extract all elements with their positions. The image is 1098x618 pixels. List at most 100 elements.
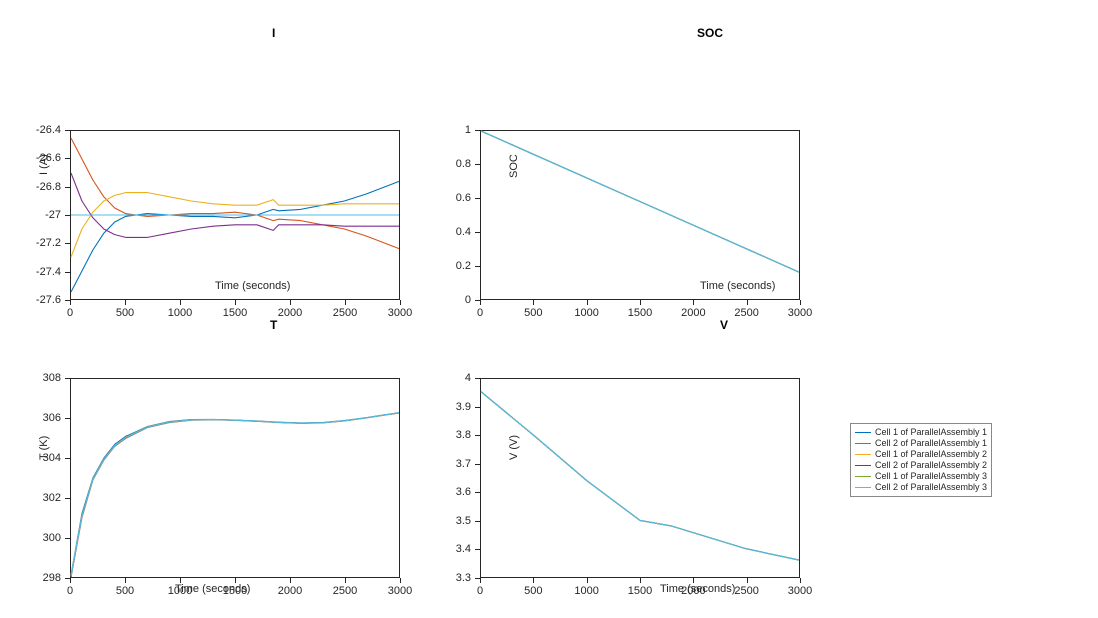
xtick-mark xyxy=(235,578,236,583)
ytick-label: -26.6 xyxy=(31,152,61,164)
ytick-label: -27.6 xyxy=(31,294,61,306)
ylabel-soc: SOC xyxy=(508,154,520,178)
xtick-label: 0 xyxy=(67,585,73,597)
ytick-label: 306 xyxy=(31,412,61,424)
legend-item: Cell 2 of ParallelAssembly 2 xyxy=(855,460,987,471)
ytick-label: 304 xyxy=(31,452,61,464)
legend-swatch xyxy=(855,443,871,444)
title-soc: SOC xyxy=(697,26,723,40)
legend-label: Cell 1 of ParallelAssembly 1 xyxy=(875,427,987,438)
xtick-label: 3000 xyxy=(388,307,412,319)
ytick-mark xyxy=(65,578,70,579)
xtick-label: 0 xyxy=(477,307,483,319)
ytick-mark xyxy=(65,498,70,499)
ytick-mark xyxy=(475,578,480,579)
figure: I SOC T V Time (seconds) I (A) Time (sec… xyxy=(0,0,1098,618)
series-line xyxy=(71,138,399,249)
plot-lines xyxy=(71,131,399,299)
ytick-label: -26.4 xyxy=(31,124,61,136)
legend-item: Cell 1 of ParallelAssembly 1 xyxy=(855,427,987,438)
xtick-label: 1500 xyxy=(223,307,247,319)
xtick-label: 0 xyxy=(477,585,483,597)
ytick-label: 1 xyxy=(441,124,471,136)
xtick-label: 1500 xyxy=(628,585,652,597)
ytick-mark xyxy=(65,187,70,188)
xtick-mark xyxy=(640,578,641,583)
xtick-mark xyxy=(747,578,748,583)
series-line xyxy=(71,413,399,577)
legend-swatch xyxy=(855,487,871,488)
xtick-mark xyxy=(70,300,71,305)
xtick-label: 1000 xyxy=(168,307,192,319)
ytick-label: 300 xyxy=(31,532,61,544)
ytick-mark xyxy=(475,435,480,436)
series-line xyxy=(481,392,799,560)
legend-swatch xyxy=(855,454,871,455)
ytick-label: -26.8 xyxy=(31,181,61,193)
xtick-label: 1500 xyxy=(223,585,247,597)
series-line xyxy=(71,181,399,292)
legend-label: Cell 2 of ParallelAssembly 1 xyxy=(875,438,987,449)
series-line xyxy=(481,131,799,272)
plot-lines xyxy=(481,131,799,299)
legend: Cell 1 of ParallelAssembly 1Cell 2 of Pa… xyxy=(850,423,992,497)
xtick-label: 2000 xyxy=(278,307,302,319)
xtick-mark xyxy=(70,578,71,583)
series-line xyxy=(71,413,399,576)
legend-label: Cell 2 of ParallelAssembly 3 xyxy=(875,482,987,493)
xtick-mark xyxy=(290,578,291,583)
axes-i xyxy=(70,130,400,300)
xtick-label: 3000 xyxy=(788,307,812,319)
ytick-label: 298 xyxy=(31,572,61,584)
ytick-mark xyxy=(65,158,70,159)
xtick-label: 2000 xyxy=(278,585,302,597)
series-line xyxy=(71,413,399,576)
title-i: I xyxy=(272,26,275,40)
ytick-label: 3.6 xyxy=(441,486,471,498)
ylabel-v: V (V) xyxy=(508,435,520,460)
xtick-label: 2500 xyxy=(734,307,758,319)
xtick-label: 2500 xyxy=(333,585,357,597)
xtick-mark xyxy=(533,578,534,583)
xtick-label: 3000 xyxy=(388,585,412,597)
ytick-mark xyxy=(475,164,480,165)
ytick-mark xyxy=(475,521,480,522)
xtick-label: 1000 xyxy=(574,585,598,597)
ytick-label: 3.5 xyxy=(441,515,471,527)
ytick-label: 0.6 xyxy=(441,192,471,204)
xtick-label: 2500 xyxy=(734,585,758,597)
ytick-mark xyxy=(65,458,70,459)
ytick-mark xyxy=(475,407,480,408)
series-line xyxy=(481,392,799,560)
ytick-label: 308 xyxy=(31,372,61,384)
legend-label: Cell 1 of ParallelAssembly 2 xyxy=(875,449,987,460)
ytick-mark xyxy=(475,130,480,131)
ytick-label: -27 xyxy=(31,209,61,221)
xtick-mark xyxy=(290,300,291,305)
xtick-label: 500 xyxy=(524,585,542,597)
between-title-t: T xyxy=(270,318,277,332)
legend-swatch xyxy=(855,465,871,466)
xtick-label: 500 xyxy=(116,585,134,597)
ytick-label: 3.8 xyxy=(441,429,471,441)
ytick-mark xyxy=(65,538,70,539)
xtick-mark xyxy=(587,300,588,305)
between-title-v: V xyxy=(720,318,728,332)
xtick-label: 2500 xyxy=(333,307,357,319)
ytick-label: 0.8 xyxy=(441,158,471,170)
legend-swatch xyxy=(855,432,871,433)
ytick-label: 3.9 xyxy=(441,401,471,413)
ytick-mark xyxy=(65,300,70,301)
ytick-label: -27.4 xyxy=(31,266,61,278)
xtick-mark xyxy=(400,300,401,305)
legend-item: Cell 1 of ParallelAssembly 2 xyxy=(855,449,987,460)
xtick-label: 1500 xyxy=(628,307,652,319)
ytick-mark xyxy=(475,232,480,233)
axes-t xyxy=(70,378,400,578)
series-line xyxy=(71,413,399,577)
ytick-label: 0.4 xyxy=(441,226,471,238)
ytick-mark xyxy=(475,300,480,301)
ytick-mark xyxy=(65,272,70,273)
ytick-mark xyxy=(475,492,480,493)
legend-label: Cell 1 of ParallelAssembly 3 xyxy=(875,471,987,482)
